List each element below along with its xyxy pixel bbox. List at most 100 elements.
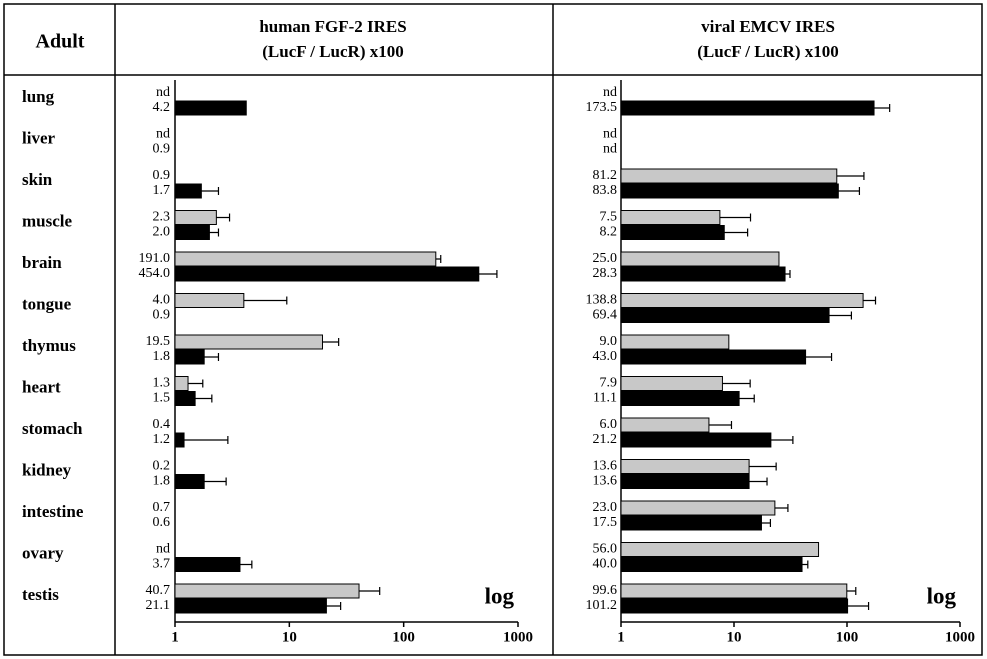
value-label: nd <box>156 542 170 557</box>
value-label: 1.8 <box>153 474 171 489</box>
error-bar <box>188 379 204 388</box>
error-bar <box>774 504 789 512</box>
bar <box>620 542 820 557</box>
value-label: nd <box>603 142 617 157</box>
value-label: nd <box>156 85 170 100</box>
error-bar <box>749 462 777 471</box>
bar <box>174 376 189 391</box>
bar <box>620 376 723 391</box>
value-label: 99.6 <box>593 583 618 598</box>
bar <box>620 168 838 184</box>
error-bar <box>435 255 442 263</box>
tissue-label: liver <box>22 128 55 147</box>
value-label: 69.4 <box>593 308 618 323</box>
bar <box>174 557 241 572</box>
value-label: 3.7 <box>153 557 171 572</box>
bar <box>174 225 210 240</box>
error-bar <box>722 379 751 388</box>
bar <box>620 557 803 572</box>
error-bar <box>863 296 877 305</box>
bar <box>174 391 196 406</box>
x-tick-label: 1000 <box>503 629 533 645</box>
tissue-label: thymus <box>22 336 76 355</box>
error-bar <box>239 560 253 569</box>
value-label: 40.0 <box>593 557 618 572</box>
value-label: 0.9 <box>153 168 171 183</box>
bar <box>620 225 725 240</box>
bar <box>174 583 360 599</box>
bar <box>620 474 750 489</box>
value-label: 191.0 <box>139 251 171 266</box>
value-label: 173.5 <box>586 100 618 115</box>
bar <box>620 334 730 350</box>
value-label: 0.4 <box>153 417 171 432</box>
error-bar <box>836 172 865 180</box>
error-bar <box>805 353 833 361</box>
value-label: 21.2 <box>593 432 618 447</box>
tissue-label: lung <box>22 87 55 106</box>
tissue-label: tongue <box>22 294 72 313</box>
value-label: 0.2 <box>153 459 171 474</box>
value-label: 2.3 <box>153 210 171 225</box>
value-label: nd <box>603 127 617 142</box>
x-tick-label: 1 <box>617 629 625 645</box>
tissue-label: intestine <box>22 502 84 521</box>
tissue-label: skin <box>22 170 53 189</box>
error-bar <box>184 436 229 444</box>
error-bar <box>739 394 755 403</box>
value-label: 0.7 <box>153 500 171 515</box>
tissue-label: ovary <box>22 543 64 562</box>
tissue-label: brain <box>22 253 62 272</box>
bar <box>174 183 202 199</box>
value-label: 56.0 <box>593 542 618 557</box>
value-label: 4.2 <box>153 100 171 115</box>
error-bar <box>829 311 853 320</box>
scale-annotation: log <box>927 583 957 608</box>
error-bar <box>204 477 227 486</box>
tissue-label: heart <box>22 377 61 396</box>
bar <box>620 100 875 116</box>
x-tick-label: 1000 <box>945 629 975 645</box>
panel-title: viral EMCV IRES <box>701 17 835 36</box>
error-bar <box>838 187 861 195</box>
value-label: 1.3 <box>153 376 171 391</box>
bar <box>620 391 740 406</box>
value-label: 138.8 <box>586 293 618 308</box>
value-label: 13.6 <box>593 459 618 474</box>
value-label: 4.0 <box>153 293 171 308</box>
value-label: 23.0 <box>593 500 618 515</box>
error-bar <box>761 519 772 527</box>
value-label: 1.8 <box>153 349 171 364</box>
bar <box>620 308 830 323</box>
bar <box>620 417 710 433</box>
error-bar <box>846 587 857 595</box>
bar <box>174 349 205 365</box>
value-label: 0.6 <box>153 515 171 530</box>
panel-subtitle: (LucF / LucR) x100 <box>697 42 839 61</box>
error-bar <box>478 270 498 278</box>
bar <box>620 583 848 599</box>
error-bar <box>785 270 791 278</box>
tissue-label: kidney <box>22 460 72 479</box>
value-label: 9.0 <box>600 334 618 349</box>
bar <box>620 432 772 448</box>
tissue-label: testis <box>22 585 59 604</box>
tissue-label: stomach <box>22 419 83 438</box>
value-label: 6.0 <box>600 417 618 432</box>
table-border <box>3 3 983 656</box>
value-label: 17.5 <box>593 515 618 530</box>
bar <box>620 210 721 225</box>
value-label: nd <box>603 85 617 100</box>
value-label: 13.6 <box>593 474 618 489</box>
bar <box>620 349 807 365</box>
value-label: 0.9 <box>153 308 171 323</box>
panel-title: human FGF-2 IRES <box>259 17 406 36</box>
bar <box>174 293 245 308</box>
x-tick-label: 10 <box>727 629 742 645</box>
error-bar <box>209 228 220 237</box>
value-label: 8.2 <box>600 225 618 240</box>
error-bar <box>322 338 340 346</box>
value-label: nd <box>156 127 170 142</box>
error-bar <box>216 213 231 222</box>
value-label: 1.7 <box>153 183 171 198</box>
